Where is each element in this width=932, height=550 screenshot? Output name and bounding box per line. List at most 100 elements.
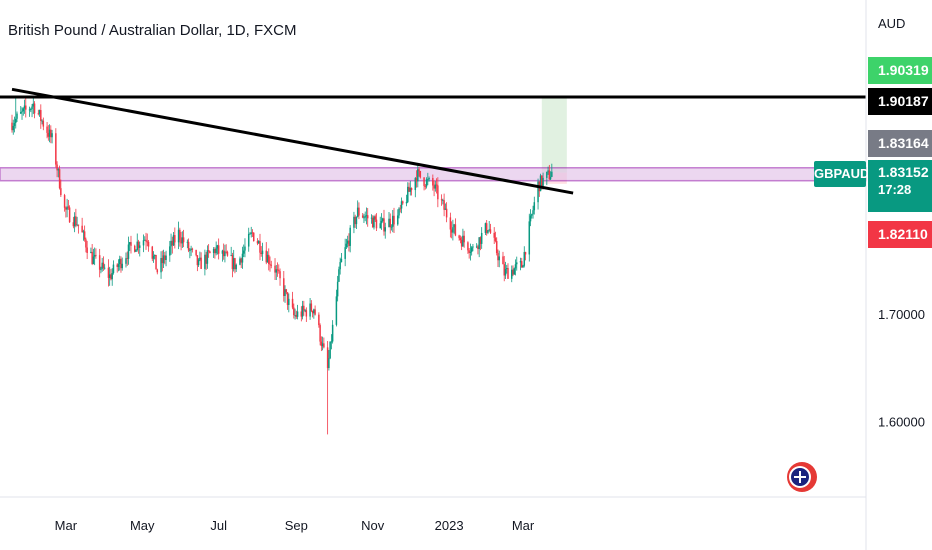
candle-body	[349, 227, 351, 246]
candle-body	[364, 216, 366, 218]
candle-body	[532, 210, 534, 215]
candle-body	[323, 343, 325, 348]
candle-body	[301, 305, 304, 317]
candle-body	[444, 208, 447, 210]
currency-label: AUD	[878, 16, 906, 31]
candle-body	[276, 269, 279, 271]
candle-body	[67, 206, 70, 208]
candle-body	[498, 256, 500, 261]
candle-body	[33, 103, 36, 114]
candle-body	[155, 254, 157, 270]
candle-body	[11, 122, 13, 131]
x-tick-label: Mar	[512, 518, 535, 533]
candle-body	[16, 113, 18, 119]
candle-body	[533, 202, 536, 211]
candle-body	[336, 281, 339, 297]
candle-body	[231, 255, 234, 270]
candle-body	[209, 251, 211, 253]
candle-body	[205, 254, 207, 264]
candle-body	[145, 239, 147, 242]
candle-body	[300, 311, 303, 317]
candle-body	[13, 123, 16, 126]
candle-body	[445, 208, 448, 218]
candle-body	[212, 249, 215, 253]
candle-body	[329, 341, 331, 359]
candle-body	[121, 263, 123, 269]
candle-body	[222, 250, 225, 257]
candle-body	[107, 267, 110, 278]
candle-body	[521, 261, 523, 268]
candle-body	[118, 258, 121, 265]
candle-body	[371, 217, 374, 228]
candle-body	[313, 309, 315, 314]
candle-body	[234, 258, 236, 270]
candle-body	[353, 216, 355, 228]
candle-body	[551, 171, 553, 177]
candle-body	[133, 245, 136, 252]
candle-body	[388, 218, 390, 228]
candle-body	[265, 250, 268, 263]
candle-body	[81, 225, 83, 233]
candle-body	[250, 232, 252, 234]
candle-body	[165, 255, 167, 261]
candle-body	[345, 243, 348, 248]
target-zone[interactable]	[541, 96, 567, 173]
candle-body	[472, 246, 474, 248]
bar-countdown: 17:28	[878, 182, 912, 197]
candle-body	[21, 111, 23, 113]
candle-body	[232, 258, 235, 270]
candle-body	[30, 109, 32, 110]
candle-body	[428, 178, 430, 180]
candle-body	[125, 258, 127, 264]
candle-body	[507, 268, 509, 279]
candle-body	[340, 258, 343, 263]
candle-body	[494, 237, 497, 242]
candle-body	[144, 239, 146, 241]
candle-body	[215, 248, 217, 254]
candle-body	[319, 325, 321, 342]
candle-body	[156, 269, 159, 273]
x-tick-label: May	[130, 518, 155, 533]
candle-body	[206, 250, 209, 264]
candle-body	[514, 264, 517, 269]
candle-body	[478, 237, 480, 250]
candle-body	[415, 178, 418, 182]
candle-body	[399, 208, 402, 210]
author-avatar-icon[interactable]	[786, 458, 818, 496]
candle-body	[381, 218, 384, 221]
candle-body	[548, 170, 551, 180]
candle-body	[181, 237, 184, 244]
candle-body	[268, 254, 270, 264]
candle-body	[288, 298, 290, 305]
candle-body	[435, 184, 438, 186]
current-price-value: 1.83152	[878, 164, 929, 180]
candle-body	[512, 269, 514, 275]
candle-body	[189, 250, 191, 251]
symbol-label[interactable]: GBPAUD	[814, 161, 869, 187]
candle-body	[432, 178, 434, 186]
candle-body	[398, 208, 400, 216]
candle-body	[172, 235, 175, 246]
candle-body	[380, 220, 383, 224]
x-tick-label: Jul	[210, 518, 227, 533]
candle-body	[85, 239, 87, 248]
descending-trendline[interactable]	[11, 87, 574, 195]
candle-body	[58, 169, 61, 189]
candle-body	[261, 250, 264, 255]
candle-body	[475, 246, 478, 248]
candle-body	[57, 169, 60, 171]
candle-body	[366, 215, 369, 219]
candle-body	[418, 169, 420, 171]
candle-body	[90, 251, 92, 254]
candle-body	[260, 252, 262, 255]
candle-body	[68, 207, 71, 223]
candle-body	[294, 315, 296, 316]
candle-body	[23, 105, 26, 109]
candle-body	[503, 264, 505, 276]
target-price-tag: 1.83164	[868, 130, 932, 157]
candle-body	[293, 307, 295, 316]
candle-body	[479, 237, 482, 244]
candle-body	[240, 258, 242, 263]
candle-body	[86, 247, 88, 254]
